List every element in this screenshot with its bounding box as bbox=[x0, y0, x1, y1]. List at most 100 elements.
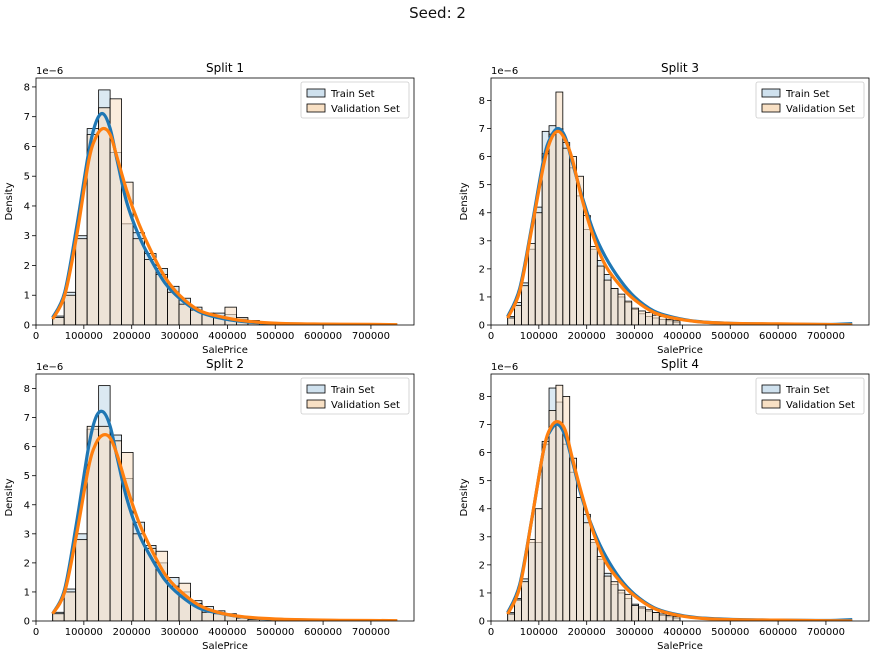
x-tick-label: 500000 bbox=[256, 627, 294, 638]
y-tick-label: 2 bbox=[24, 261, 30, 272]
x-axis-label: SalePrice bbox=[657, 641, 703, 652]
x-tick-label: 0 bbox=[33, 627, 39, 638]
validation-bar bbox=[583, 522, 591, 621]
validation-bar bbox=[98, 107, 111, 325]
legend-box bbox=[300, 81, 410, 119]
legend-swatch-train bbox=[761, 384, 781, 394]
validation-bar bbox=[514, 304, 522, 325]
validation-bar bbox=[75, 238, 88, 325]
y-tick-label: 7 bbox=[479, 420, 485, 431]
axes-frame bbox=[490, 77, 870, 326]
validation-bar bbox=[589, 539, 598, 621]
y-tick-label: 4 bbox=[479, 504, 485, 515]
validation-bar bbox=[75, 539, 88, 621]
legend-label-validation: Validation Set bbox=[786, 400, 855, 411]
y-tick-label: 8 bbox=[479, 96, 485, 107]
validation-bar bbox=[548, 410, 557, 621]
y-tick-label: 4 bbox=[24, 201, 30, 212]
validation-bar bbox=[672, 616, 681, 621]
validation-bar bbox=[645, 311, 653, 325]
legend-label-train: Train Set bbox=[785, 385, 830, 396]
y-scale-label: 1e−6 bbox=[491, 66, 518, 77]
validation-bar bbox=[569, 156, 578, 325]
plot-area bbox=[506, 91, 853, 325]
x-tick-label: 700000 bbox=[352, 627, 390, 638]
x-tick-label: 300000 bbox=[160, 627, 198, 638]
x-tick-label: 400000 bbox=[663, 627, 701, 638]
validation-kde-line bbox=[506, 129, 853, 325]
x-tick-label: 500000 bbox=[711, 627, 749, 638]
y-tick-label: 8 bbox=[24, 82, 30, 93]
axes-frame bbox=[35, 77, 415, 326]
validation-bar bbox=[507, 317, 515, 325]
y-tick-label: 7 bbox=[24, 413, 30, 424]
legend-label-train: Train Set bbox=[330, 385, 375, 396]
x-tick-label: 0 bbox=[33, 331, 39, 342]
y-tick-label: 0 bbox=[479, 321, 485, 332]
y-tick-label: 4 bbox=[24, 500, 30, 511]
y-tick-label: 1 bbox=[24, 291, 30, 302]
y-tick-label: 1 bbox=[479, 292, 485, 303]
validation-bar bbox=[583, 215, 591, 325]
validation-bar bbox=[541, 440, 550, 621]
y-axis-label: Density bbox=[4, 478, 15, 516]
y-tick-label: 3 bbox=[479, 236, 485, 247]
validation-bar bbox=[631, 605, 640, 621]
legend-box bbox=[755, 81, 865, 119]
subplot-4: 0 100000 200000 300000 400000 500000 600000 700… bbox=[459, 357, 870, 652]
x-tick-label: 100000 bbox=[520, 627, 558, 638]
x-tick-label: 700000 bbox=[807, 331, 845, 342]
legend: Train Set Validation Set bbox=[755, 377, 865, 415]
axes-frame bbox=[35, 373, 415, 622]
y-axis-label: Density bbox=[4, 182, 15, 220]
validation-bar bbox=[562, 147, 571, 325]
x-axis-label: SalePrice bbox=[202, 345, 248, 356]
y-tick-label: 6 bbox=[479, 152, 485, 163]
validation-bar bbox=[132, 238, 145, 325]
validation-bar bbox=[658, 613, 667, 621]
legend-label-validation: Validation Set bbox=[331, 104, 400, 115]
y-tick-label: 5 bbox=[479, 476, 485, 487]
validation-bar bbox=[617, 293, 626, 325]
validation-bar bbox=[521, 285, 529, 325]
y-scale-label: 1e−6 bbox=[36, 362, 63, 373]
validation-bar bbox=[672, 320, 681, 325]
validation-bar bbox=[541, 153, 550, 325]
x-tick-label: 400000 bbox=[208, 627, 246, 638]
subplot-title: Split 4 bbox=[661, 357, 699, 371]
plot-area bbox=[51, 89, 398, 325]
x-tick-label: 200000 bbox=[568, 627, 606, 638]
legend-swatch-validation bbox=[306, 103, 326, 113]
legend: Train Set Validation Set bbox=[300, 377, 410, 415]
validation-bar bbox=[624, 593, 633, 621]
y-tick-label: 2 bbox=[24, 558, 30, 569]
subplot-title: Split 1 bbox=[206, 61, 244, 75]
legend-box bbox=[300, 377, 410, 415]
x-axis-label: SalePrice bbox=[202, 641, 248, 652]
x-axis-label: SalePrice bbox=[657, 345, 703, 356]
y-tick-label: 3 bbox=[24, 529, 30, 540]
x-tick-label: 300000 bbox=[615, 331, 653, 342]
axes-frame bbox=[490, 373, 870, 622]
y-scale-label: 1e−6 bbox=[491, 362, 518, 373]
validation-bar bbox=[555, 91, 564, 325]
y-tick-label: 1 bbox=[24, 587, 30, 598]
validation-bar bbox=[665, 614, 674, 621]
plot-area bbox=[51, 385, 398, 621]
validation-bar bbox=[603, 279, 612, 325]
validation-bar bbox=[638, 606, 646, 621]
x-tick-label: 300000 bbox=[160, 331, 198, 342]
validation-bar bbox=[98, 425, 111, 621]
y-tick-label: 6 bbox=[24, 142, 30, 153]
validation-bar bbox=[624, 300, 633, 325]
y-tick-label: 3 bbox=[479, 532, 485, 543]
x-tick-label: 100000 bbox=[520, 331, 558, 342]
validation-bar bbox=[534, 508, 543, 621]
legend-label-validation: Validation Set bbox=[786, 104, 855, 115]
x-tick-label: 300000 bbox=[615, 627, 653, 638]
validation-bar bbox=[651, 314, 660, 325]
validation-kde-line bbox=[51, 126, 398, 325]
validation-bar bbox=[63, 294, 77, 325]
validation-bar bbox=[224, 306, 237, 325]
